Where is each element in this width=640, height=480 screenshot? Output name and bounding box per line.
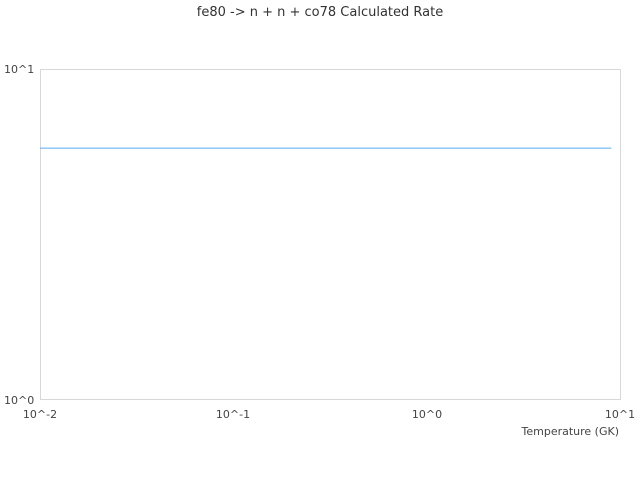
y-tick-label: 10^0 [4, 394, 34, 407]
x-tick-label: 10^0 [412, 408, 442, 421]
x-axis-label: Temperature (GK) [521, 425, 620, 438]
x-tick-label: 10^1 [605, 408, 635, 421]
plot-area [40, 69, 621, 400]
x-tick-label: 10^-2 [23, 408, 57, 421]
x-tick-label: 10^-1 [216, 408, 250, 421]
y-tick-label: 10^1 [4, 63, 34, 76]
chart-title: fe80 -> n + n + co78 Calculated Rate [197, 5, 443, 20]
